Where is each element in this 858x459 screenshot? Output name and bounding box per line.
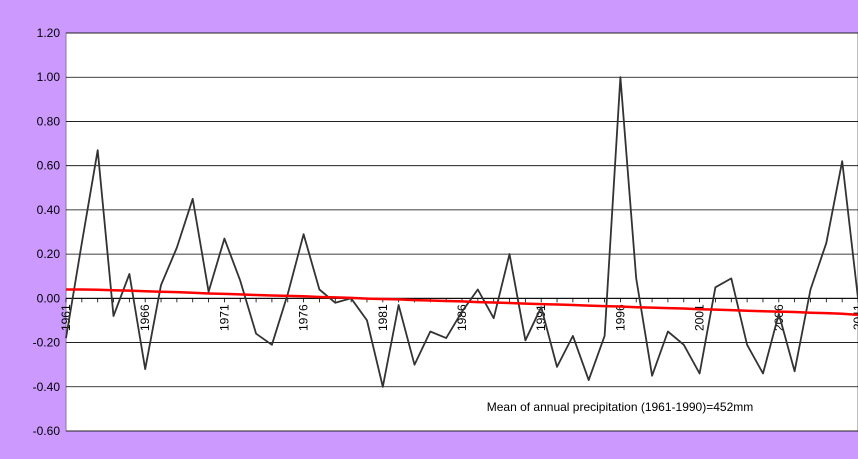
- y-tick-label: -0.60: [33, 424, 61, 438]
- x-tick-label: 1986: [455, 304, 469, 331]
- x-tick-label: 1971: [217, 304, 231, 331]
- x-tick-label: 1996: [613, 304, 627, 331]
- chart-annotation: Mean of annual precipitation (1961-1990)…: [487, 400, 754, 414]
- y-tick-label: 0.20: [37, 247, 61, 261]
- x-tick-label: 1981: [376, 304, 390, 331]
- x-tick-label: 1991: [534, 304, 548, 331]
- y-tick-label: 0.60: [37, 159, 61, 173]
- plot-area: [65, 32, 858, 432]
- x-tick-label: 1961: [59, 304, 73, 331]
- x-tick-label: 2001: [693, 304, 707, 331]
- x-tick-label: 2006: [772, 304, 786, 331]
- x-tick-label: 2011: [851, 304, 858, 330]
- y-tick-label: -0.40: [33, 380, 61, 394]
- y-tick-label: 1.00: [37, 70, 61, 84]
- y-tick-label: 0.40: [37, 203, 61, 217]
- y-tick-label: 0.00: [37, 291, 61, 305]
- x-tick-label: 1966: [138, 304, 152, 331]
- x-tick-label: 1976: [297, 304, 311, 331]
- trend-line: [66, 288, 858, 317]
- y-tick-label: -0.20: [33, 336, 61, 350]
- y-tick-label: 1.20: [37, 26, 61, 40]
- y-tick-label: 0.80: [37, 114, 61, 128]
- precipitation-series-line: [65, 76, 858, 388]
